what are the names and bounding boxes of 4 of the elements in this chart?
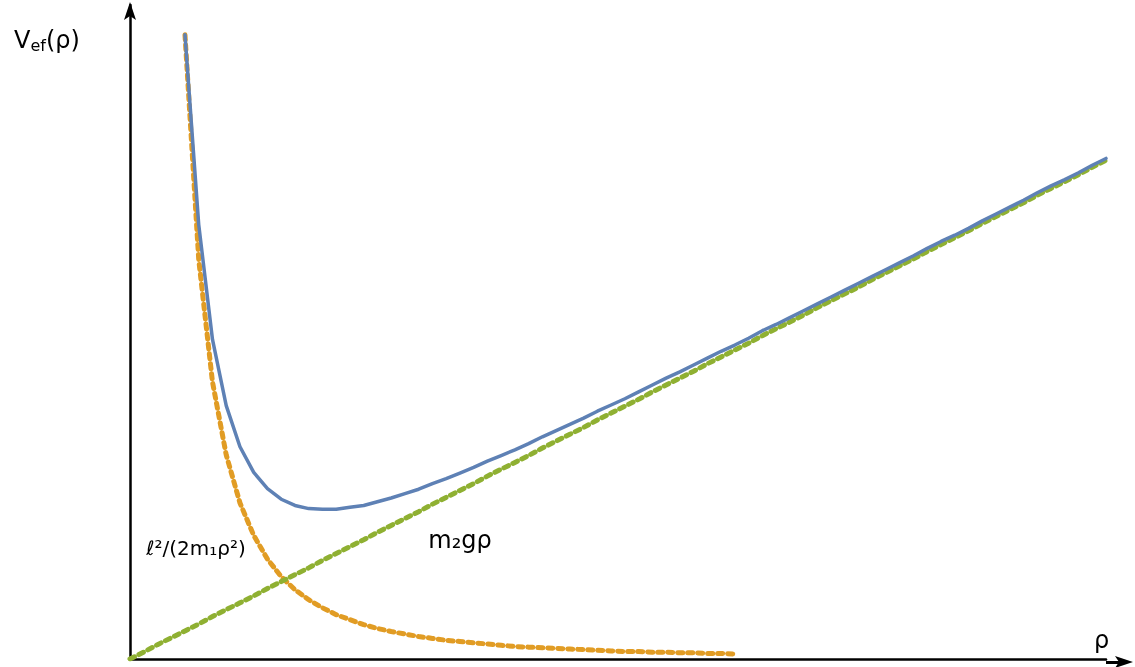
y-axis-title: Vef(ρ) [14,26,80,55]
x-axis-title: ρ [1094,626,1110,654]
series-label: ℓ²/(2m₁ρ²) [145,536,246,560]
series-label: m₂gρ [428,526,492,554]
